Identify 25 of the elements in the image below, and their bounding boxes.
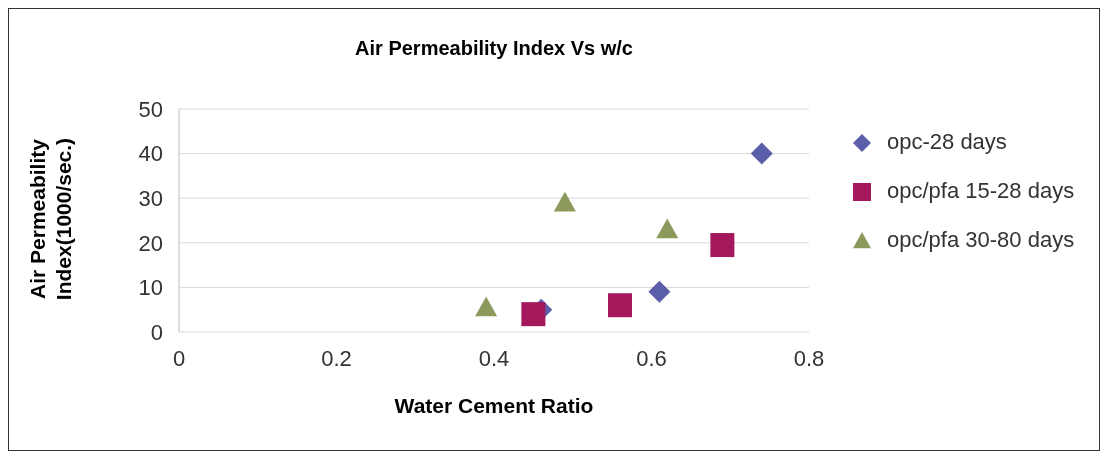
legend-label: opc-28 days (887, 129, 1007, 155)
y-tick-label: 40 (138, 141, 163, 167)
chart-title: Air Permeability Index Vs w/c (354, 37, 634, 60)
y-tick-label: 0 (150, 319, 163, 345)
y-axis-title: Air Permeability Index(1000/sec.) (25, 136, 76, 303)
legend-label: opc/pfa 15-28 days (887, 178, 1075, 204)
y-tick-label: 10 (138, 275, 163, 301)
y-tick-label: 50 (138, 96, 163, 122)
y-tick-label: 20 (138, 230, 163, 256)
x-tick-label: 0.8 (793, 345, 825, 371)
legend-label: opc/pfa 30-80 days (887, 227, 1075, 253)
point (750, 142, 773, 165)
point (608, 293, 632, 318)
point (710, 233, 735, 258)
point (648, 280, 671, 303)
x-tick-label: 0.4 (478, 345, 510, 371)
point (521, 302, 546, 327)
point (553, 191, 576, 212)
x-tick-label: 0.2 (321, 345, 352, 371)
x-tick-label: 0 (172, 345, 186, 371)
y-tick-label: 30 (138, 186, 163, 212)
x-tick-label: 0.6 (636, 345, 667, 371)
point (656, 218, 679, 239)
point (475, 296, 498, 317)
x-axis-title: Water Cement Ratio (393, 394, 595, 418)
